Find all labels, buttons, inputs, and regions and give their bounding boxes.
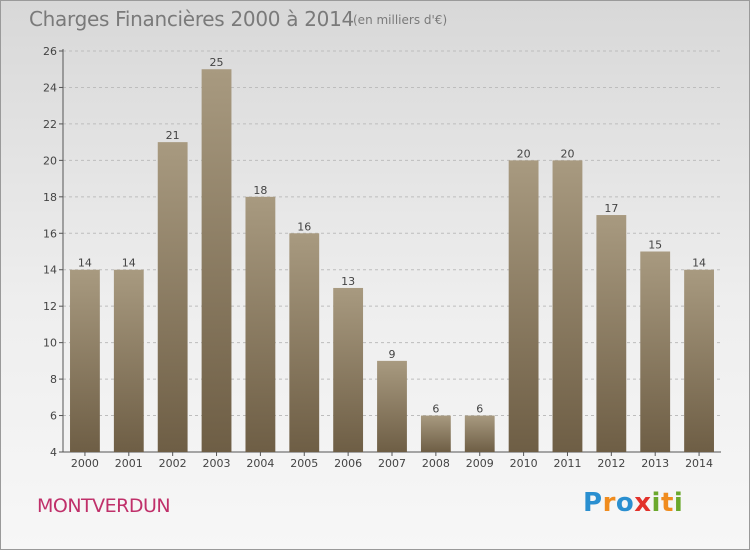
x-tick-label: 2008 [422, 457, 450, 470]
bars [70, 69, 714, 453]
y-tick-label: 4 [50, 446, 57, 459]
bar-2004 [245, 196, 276, 452]
bar-value-label: 25 [210, 56, 224, 69]
y-tick-label: 22 [43, 118, 57, 131]
y-tick-label: 12 [43, 300, 57, 313]
bar-value-label: 17 [604, 202, 618, 215]
logo-letter: P [583, 488, 603, 518]
logo-letter: i [651, 488, 661, 518]
y-tick-label: 6 [50, 410, 57, 423]
bar-2003 [201, 69, 232, 453]
x-tick-label: 2009 [466, 457, 494, 470]
bar-2009 [464, 415, 495, 452]
data-labels: 14 14 21 25 18 16 13 9 6 6 20 20 17 15 14 [78, 56, 706, 415]
logo-letter: r [602, 488, 616, 518]
bar-value-label: 6 [432, 403, 439, 416]
logo-letter: x [634, 488, 652, 518]
bar-value-label: 20 [560, 147, 574, 160]
bar-value-label: 14 [78, 257, 92, 270]
x-tick-label: 2003 [203, 457, 231, 470]
bar-value-label: 13 [341, 275, 355, 288]
x-tick-label: 2001 [115, 457, 143, 470]
x-tick-label: 2014 [685, 457, 713, 470]
y-tick-label: 18 [43, 191, 57, 204]
logo-letter: i [673, 488, 684, 518]
x-tick-label: 2013 [641, 457, 669, 470]
y-tick-label: 20 [43, 154, 57, 167]
x-tick-label: 2010 [510, 457, 538, 470]
x-tick-label: 2004 [246, 457, 274, 470]
y-tick-label: 14 [43, 264, 57, 277]
proxiti-logo: Proxiti [583, 488, 683, 518]
bar-2001 [113, 269, 144, 452]
y-tick-label: 24 [43, 81, 57, 94]
bar-value-label: 15 [648, 239, 662, 252]
logo-letter: o [615, 488, 635, 518]
bar-2014 [684, 269, 714, 452]
x-tick-label: 2000 [71, 457, 99, 470]
bar-value-label: 16 [297, 220, 311, 233]
bar-2011 [552, 160, 583, 452]
bar-2013 [640, 251, 671, 452]
bar-value-label: 14 [122, 257, 136, 270]
chart-subtitle: (en milliers d'€) [353, 13, 448, 27]
bar-2012 [596, 215, 627, 452]
bar-2000 [70, 269, 100, 452]
bar-2008 [420, 415, 451, 452]
x-tick-label: 2007 [378, 457, 406, 470]
chart-title: Charges Financières 2000 à 2014 [29, 7, 354, 31]
bar-value-label: 18 [253, 184, 267, 197]
y-tick-label: 16 [43, 227, 57, 240]
bar-2005 [289, 233, 320, 452]
bar-value-label: 14 [692, 257, 706, 270]
bar-value-label: 21 [166, 129, 180, 142]
y-tick-label: 8 [50, 373, 57, 386]
y-tick-label: 26 [43, 45, 57, 58]
bar-2007 [377, 360, 407, 452]
bar-2006 [333, 287, 364, 452]
axes: 4 6 8 10 12 14 16 18 20 22 24 26 2000 2001 2002 2003 200… [43, 45, 721, 470]
x-tick-label: 2006 [334, 457, 362, 470]
bar-value-label: 9 [389, 348, 396, 361]
bar-value-label: 20 [517, 147, 531, 160]
y-tick-label: 10 [43, 337, 57, 350]
x-tick-label: 2005 [290, 457, 318, 470]
bar-2010 [508, 160, 539, 452]
bar-2002 [157, 142, 188, 453]
bar-value-label: 6 [476, 403, 483, 416]
commune-name: MONTVERDUN [37, 495, 171, 517]
x-tick-label: 2002 [159, 457, 187, 470]
logo-letter: t [660, 488, 674, 518]
x-tick-label: 2011 [553, 457, 581, 470]
x-tick-label: 2012 [597, 457, 625, 470]
